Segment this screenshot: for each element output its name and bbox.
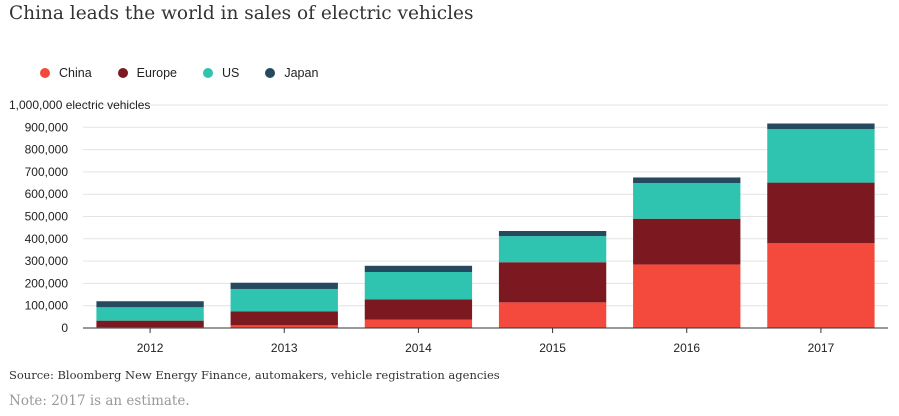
bar-china-2017[interactable] bbox=[767, 243, 875, 328]
bar-us-2016[interactable] bbox=[633, 183, 741, 219]
bar-europe-2013[interactable] bbox=[230, 311, 338, 326]
legend-swatch-us bbox=[202, 68, 213, 78]
bar-europe-2017[interactable] bbox=[767, 182, 875, 244]
bar-europe-2016[interactable] bbox=[633, 218, 741, 265]
y-tick-label: 500,000 bbox=[25, 210, 69, 224]
legend-label-europe: Europe bbox=[136, 66, 177, 80]
bar-europe-2014[interactable] bbox=[364, 299, 473, 320]
chart-source: Source: Bloomberg New Energy Finance, au… bbox=[9, 368, 500, 382]
bar-europe-2015[interactable] bbox=[498, 262, 607, 303]
bar-us-2012[interactable] bbox=[96, 307, 204, 321]
legend-swatch-europe bbox=[117, 68, 128, 78]
y-tick-label: 900,000 bbox=[25, 120, 69, 134]
y-tick-label: 200,000 bbox=[25, 276, 69, 290]
y-tick-label: 100,000 bbox=[25, 299, 69, 313]
legend-label-china: China bbox=[59, 66, 92, 80]
legend-item-us[interactable]: US bbox=[202, 66, 240, 80]
bar-japan-2017[interactable] bbox=[767, 123, 875, 130]
x-tick-label: 2017 bbox=[808, 341, 835, 355]
y-tick-label: 1,000,000 electric vehicles bbox=[9, 98, 150, 112]
chart-note: Note: 2017 is an estimate. bbox=[9, 393, 190, 409]
bar-us-2014[interactable] bbox=[364, 272, 473, 300]
bar-china-2013[interactable] bbox=[230, 325, 338, 328]
y-tick-label: 300,000 bbox=[25, 254, 69, 268]
legend-item-china[interactable]: China bbox=[40, 66, 92, 80]
y-tick-label: 800,000 bbox=[25, 143, 69, 157]
legend-item-europe[interactable]: Europe bbox=[117, 66, 177, 80]
chart-legend: China Europe US Japan bbox=[40, 64, 344, 82]
legend-label-japan: Japan bbox=[284, 66, 319, 80]
legend-swatch-china bbox=[40, 68, 50, 78]
legend-label-us: US bbox=[221, 66, 240, 80]
bar-japan-2012[interactable] bbox=[96, 301, 204, 308]
x-tick-label: 2015 bbox=[539, 341, 566, 355]
legend-item-japan[interactable]: Japan bbox=[265, 66, 318, 80]
bar-us-2013[interactable] bbox=[230, 288, 338, 312]
bar-europe-2012[interactable] bbox=[96, 320, 204, 328]
bar-japan-2013[interactable] bbox=[230, 282, 338, 289]
bar-japan-2016[interactable] bbox=[633, 177, 741, 184]
bar-japan-2014[interactable] bbox=[364, 265, 473, 273]
bar-us-2017[interactable] bbox=[767, 129, 875, 183]
chart-title: China leads the world in sales of electr… bbox=[9, 3, 474, 24]
y-tick-label: 400,000 bbox=[25, 232, 69, 246]
bar-china-2015[interactable] bbox=[498, 302, 607, 328]
y-tick-label: 700,000 bbox=[25, 165, 69, 179]
bar-china-2016[interactable] bbox=[633, 264, 741, 328]
bar-china-2014[interactable] bbox=[364, 319, 473, 328]
x-tick-label: 2016 bbox=[673, 341, 700, 355]
y-tick-label: 0 bbox=[61, 321, 68, 335]
x-tick-label: 2014 bbox=[405, 341, 432, 355]
bar-japan-2015[interactable] bbox=[498, 230, 607, 237]
x-tick-label: 2012 bbox=[137, 341, 164, 355]
bar-us-2015[interactable] bbox=[498, 236, 607, 263]
y-tick-label: 600,000 bbox=[25, 187, 69, 201]
x-tick-label: 2013 bbox=[271, 341, 298, 355]
legend-swatch-japan bbox=[265, 68, 276, 78]
